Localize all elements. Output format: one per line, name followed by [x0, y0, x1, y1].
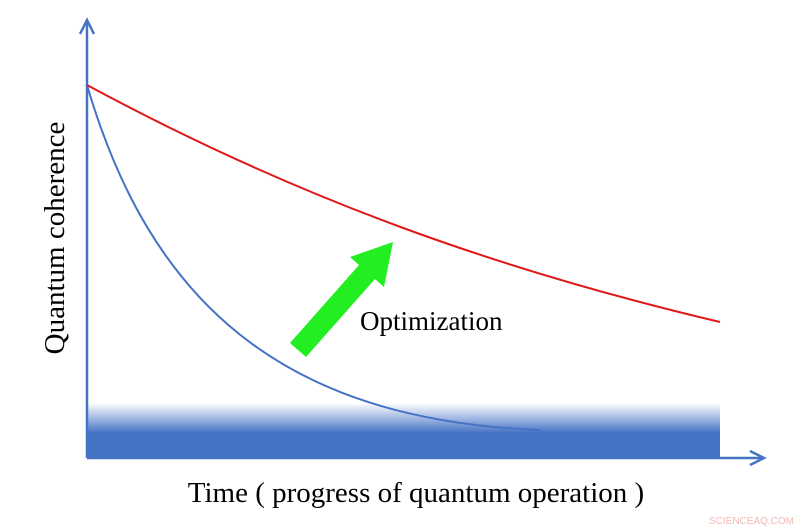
watermark: SCIENCEAQ.COM	[709, 516, 794, 527]
annotation: Optimization	[360, 306, 503, 336]
x-axis-label: Time ( progress of quantum operation )	[188, 477, 644, 509]
optimization-arrow	[290, 242, 393, 357]
y-axis-label: Quantum coherence	[39, 122, 71, 355]
y-axis-arrow	[78, 17, 96, 35]
x-axis-arrow	[749, 449, 767, 467]
decay-curve-optimized	[86, 84, 721, 323]
decay-curve-original	[86, 84, 541, 431]
